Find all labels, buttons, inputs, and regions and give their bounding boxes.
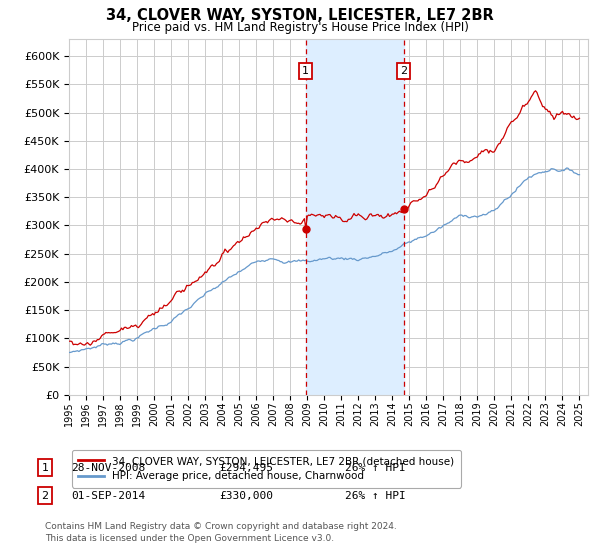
Bar (305, 39, 404, 395)
Text: 26% ↑ HPI: 26% ↑ HPI (345, 463, 406, 473)
Text: £330,000: £330,000 (219, 491, 273, 501)
Text: 28-NOV-2008: 28-NOV-2008 (71, 463, 145, 473)
Text: £294,495: £294,495 (219, 463, 273, 473)
Legend: 34, CLOVER WAY, SYSTON, LEICESTER, LE7 2BR (detached house), HPI: Average price,: 34, CLOVER WAY, SYSTON, LEICESTER, LE7 2… (71, 450, 461, 488)
Text: 26% ↑ HPI: 26% ↑ HPI (345, 491, 406, 501)
Text: 01-SEP-2014: 01-SEP-2014 (71, 491, 145, 501)
Text: 34, CLOVER WAY, SYSTON, LEICESTER, LE7 2BR: 34, CLOVER WAY, SYSTON, LEICESTER, LE7 2… (106, 8, 494, 24)
Text: 1: 1 (302, 66, 309, 76)
Text: 2: 2 (400, 66, 407, 76)
Text: This data is licensed under the Open Government Licence v3.0.: This data is licensed under the Open Gov… (45, 534, 334, 543)
Text: Contains HM Land Registry data © Crown copyright and database right 2024.: Contains HM Land Registry data © Crown c… (45, 522, 397, 531)
Text: 1: 1 (41, 463, 49, 473)
Text: 2: 2 (41, 491, 49, 501)
Text: Price paid vs. HM Land Registry's House Price Index (HPI): Price paid vs. HM Land Registry's House … (131, 21, 469, 34)
